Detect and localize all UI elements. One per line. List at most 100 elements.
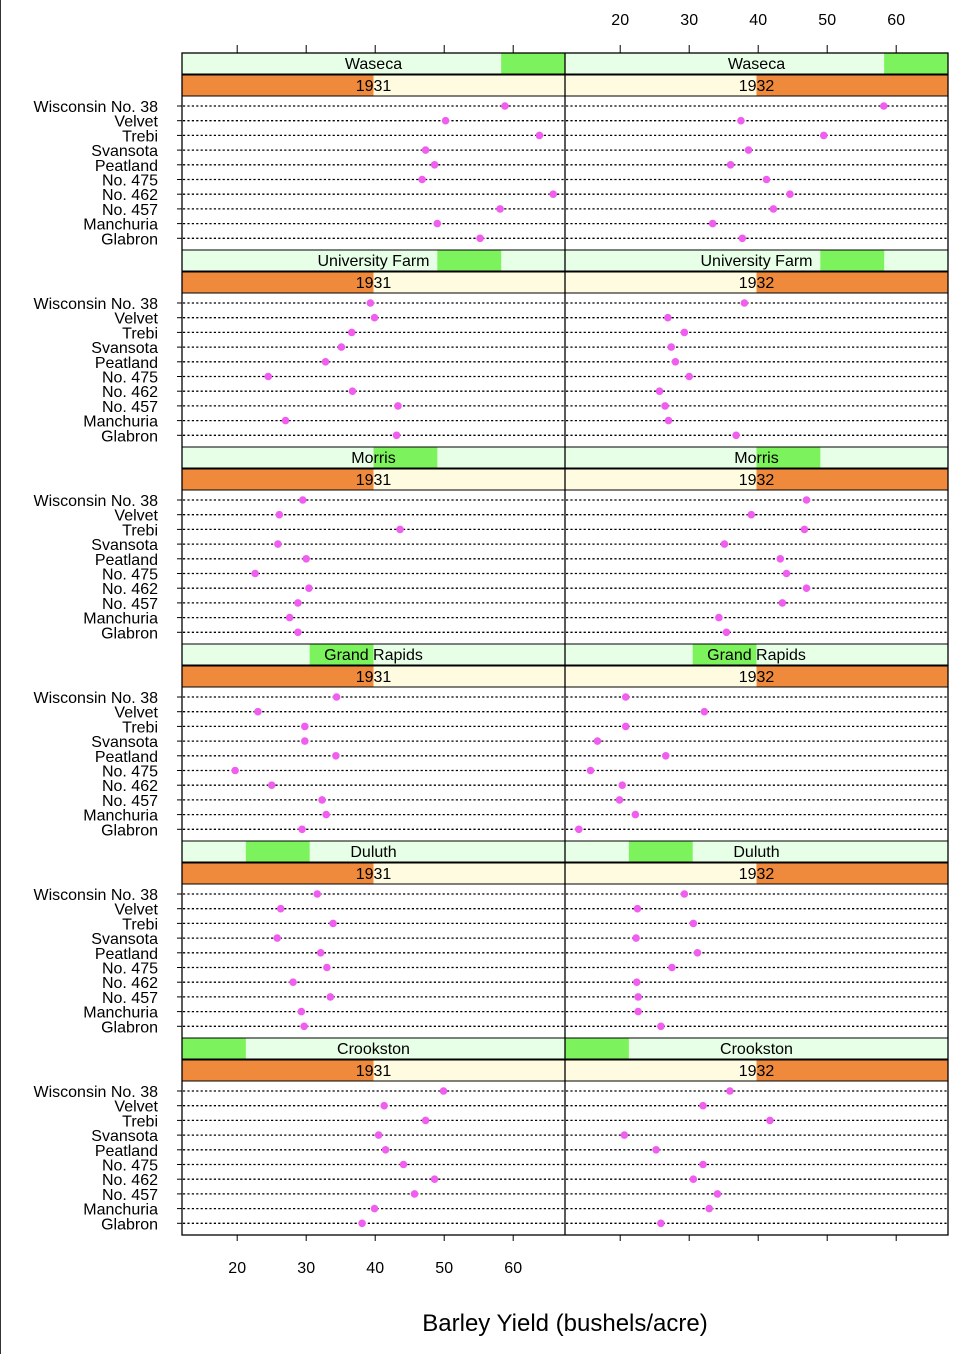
data-point — [267, 781, 276, 789]
data-point — [699, 1160, 707, 1169]
variety-label: Peatland — [95, 946, 158, 963]
variety-label: Svansota — [91, 143, 158, 160]
variety-label: No. 462 — [102, 1172, 158, 1189]
data-point — [410, 1190, 419, 1198]
data-point — [708, 219, 717, 228]
data-point — [370, 1204, 379, 1213]
data-point — [632, 978, 641, 986]
variety-label: Wisconsin No. 38 — [34, 493, 159, 510]
data-point — [621, 693, 630, 701]
data-point — [786, 190, 794, 198]
site-strip-label: Waseca — [345, 56, 402, 73]
variety-label: No. 475 — [102, 173, 158, 190]
data-point — [657, 1219, 665, 1228]
data-point — [300, 1022, 308, 1031]
data-point — [726, 161, 735, 169]
year-strip-label: 1931 — [356, 78, 392, 95]
year-strip-level-marker — [182, 272, 374, 293]
x-tick-label-bottom: 50 — [435, 1260, 453, 1277]
x-tick-label-top: 60 — [887, 12, 905, 29]
x-tick-label-top: 40 — [749, 12, 767, 29]
variety-label: Wisconsin No. 38 — [34, 690, 159, 707]
data-point — [285, 613, 294, 622]
variety-label: Trebi — [122, 522, 158, 539]
variety-label: Glabron — [101, 428, 158, 445]
year-strip-label: 1931 — [356, 1063, 392, 1080]
year-strip-label: 1932 — [739, 669, 775, 686]
variety-label: Peatland — [95, 1143, 158, 1160]
year-strip-level-marker — [756, 1060, 948, 1081]
x-tick-label-bottom: 30 — [297, 1260, 315, 1277]
variety-label: Velvet — [114, 508, 158, 525]
year-strip-level-marker — [756, 666, 948, 687]
site-strip-label: Duluth — [733, 844, 779, 861]
data-point — [631, 810, 640, 819]
data-point — [655, 387, 664, 396]
data-point — [366, 299, 375, 307]
data-point — [667, 343, 676, 351]
data-point — [301, 737, 309, 745]
variety-label: Trebi — [122, 916, 158, 933]
year-strip-level-marker — [756, 863, 948, 884]
variety-label: Velvet — [114, 311, 158, 328]
data-point — [301, 722, 309, 731]
data-point — [322, 810, 331, 819]
variety-label: Glabron — [101, 231, 158, 248]
variety-label: No. 457 — [102, 202, 158, 219]
data-point — [348, 387, 357, 396]
site-strip-label: University Farm — [700, 253, 812, 270]
data-point — [575, 825, 583, 834]
data-point — [715, 613, 723, 622]
data-point — [766, 1116, 774, 1125]
data-point — [769, 205, 778, 213]
data-point — [661, 402, 669, 410]
data-point — [680, 328, 689, 337]
year-strip-label: 1931 — [356, 866, 392, 883]
variety-label: No. 462 — [102, 384, 158, 401]
data-point — [657, 1022, 665, 1031]
data-point — [535, 131, 544, 140]
data-point — [313, 890, 322, 898]
data-point — [281, 416, 290, 425]
site-strip-label: Grand Rapids — [324, 647, 423, 664]
data-point — [323, 963, 331, 972]
data-point — [618, 781, 627, 789]
year-strip-label: 1932 — [739, 275, 775, 292]
data-point — [705, 1204, 714, 1213]
x-tick-label-top: 30 — [680, 12, 698, 29]
variety-label: Trebi — [122, 325, 158, 342]
variety-label: Velvet — [114, 1099, 158, 1116]
variety-label: Trebi — [122, 1113, 158, 1130]
variety-label: Glabron — [101, 1019, 158, 1036]
site-strip-label: Crookston — [720, 1041, 793, 1058]
year-strip-label: 1932 — [739, 78, 775, 95]
year-strip-label: 1932 — [739, 866, 775, 883]
year-strip-label: 1931 — [356, 275, 392, 292]
year-strip-level-marker — [756, 272, 948, 293]
data-point — [740, 299, 749, 307]
variety-label: Wisconsin No. 38 — [34, 99, 159, 116]
variety-label: Wisconsin No. 38 — [34, 1084, 159, 1101]
data-point — [615, 796, 624, 804]
variety-label: No. 462 — [102, 187, 158, 204]
data-point — [392, 431, 401, 440]
data-point — [441, 116, 450, 125]
site-strip-level-marker — [245, 841, 310, 862]
data-point — [370, 313, 379, 322]
data-point — [720, 540, 729, 548]
data-point — [430, 161, 439, 169]
site-strip-level-marker — [628, 841, 693, 862]
data-point — [652, 1146, 660, 1154]
variety-label: Velvet — [114, 705, 158, 722]
data-point — [298, 496, 307, 504]
data-point — [396, 525, 404, 534]
year-strip-label: 1932 — [739, 472, 775, 489]
data-point — [593, 737, 602, 745]
variety-label: No. 457 — [102, 1187, 158, 1204]
x-tick-label-top: 50 — [818, 12, 836, 29]
variety-label: No. 457 — [102, 399, 158, 416]
data-point — [680, 890, 689, 898]
site-strip-label: Waseca — [728, 56, 785, 73]
